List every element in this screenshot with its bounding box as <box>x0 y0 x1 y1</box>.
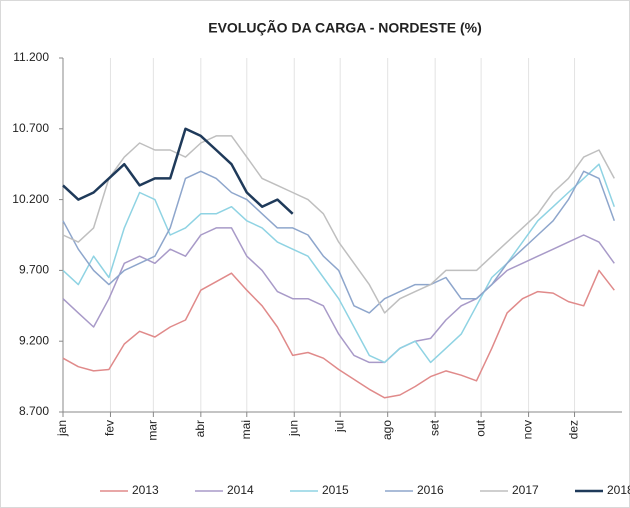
series-line <box>62 135 615 314</box>
legend-label: 2016 <box>417 483 444 497</box>
chart-title: EVOLUÇÃO DA CARGA - NORDESTE (%) <box>208 19 482 36</box>
legend-label: 2015 <box>322 483 349 497</box>
x-tick-label: fev <box>103 420 117 436</box>
y-tick-label: 8.700 <box>19 404 49 418</box>
x-tick-label: set <box>427 419 441 436</box>
legend-label: 2017 <box>512 483 539 497</box>
x-tick-label: abr <box>193 420 207 437</box>
x-tick-label: mar <box>146 420 160 441</box>
series-line <box>62 170 616 314</box>
x-tick-label: nov <box>521 420 535 439</box>
x-tick-label: jul <box>332 420 346 433</box>
y-tick-label: 9.700 <box>19 263 49 277</box>
x-tick-label: out <box>473 419 487 436</box>
y-tick-label: 11.200 <box>13 50 49 64</box>
legend-label: 2014 <box>227 483 254 497</box>
series-line <box>62 163 616 364</box>
x-tick-label: jun <box>286 420 300 437</box>
series-line <box>62 227 615 364</box>
series-line <box>62 127 294 215</box>
y-tick-label: 9.200 <box>19 333 49 347</box>
series-line <box>62 269 615 399</box>
x-tick-label: ago <box>380 420 394 440</box>
x-tick-label: dez <box>567 420 581 439</box>
legend-label: 2018 <box>607 483 630 497</box>
x-tick-label: mai <box>239 420 253 439</box>
x-tick-label: jan <box>55 420 69 437</box>
legend-label: 2013 <box>132 483 159 497</box>
y-tick-label: 10.700 <box>12 121 49 135</box>
y-tick-label: 10.200 <box>12 192 49 206</box>
